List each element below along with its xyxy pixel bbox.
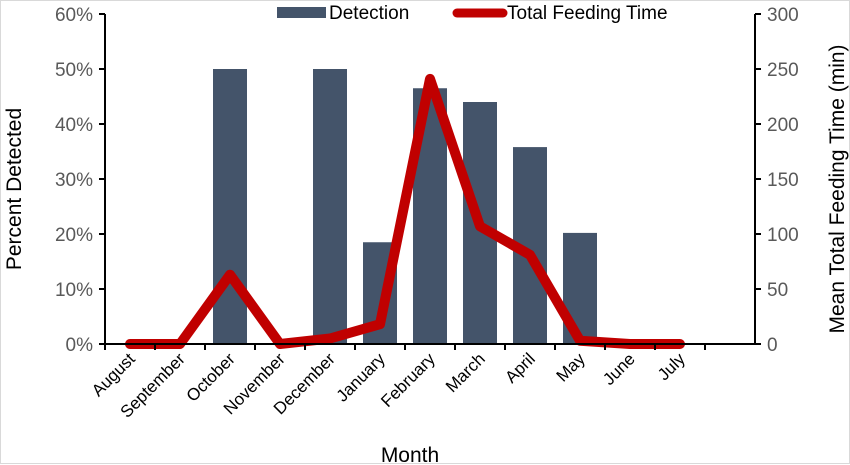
bar-october xyxy=(213,69,247,344)
y-tick-label-right: 250 xyxy=(767,60,799,81)
x-tick-label-june: June xyxy=(599,349,639,389)
y-tick-label-left: 30% xyxy=(55,170,93,191)
y-axis-title-left: Percent Detected xyxy=(3,108,26,270)
y-tick-label-left: 0% xyxy=(66,335,94,356)
y-tick-label-left: 50% xyxy=(55,60,93,81)
line-layer xyxy=(130,79,680,344)
legend-label-feeding-time: Total Feeding Time xyxy=(507,3,668,24)
y-tick-label-left: 20% xyxy=(55,225,93,246)
x-axis-title: Month xyxy=(381,444,439,465)
legend-swatch-detection xyxy=(277,7,326,18)
y-tick-label-right: 300 xyxy=(767,5,799,26)
y-tick-label-right: 50 xyxy=(767,280,788,301)
x-tick-label-july: July xyxy=(654,349,689,384)
y-tick-label-left: 40% xyxy=(55,115,93,136)
legend: Detection Total Feeding Time xyxy=(277,3,668,24)
y-axis-title-right: Mean Total Feeding Time (min) xyxy=(826,44,849,333)
x-tick-label-february: February xyxy=(377,349,439,411)
y-tick-label-right: 0 xyxy=(767,335,778,356)
legend-label-detection: Detection xyxy=(329,3,409,24)
y-tick-label-right: 100 xyxy=(767,225,799,246)
y-tick-label-left: 60% xyxy=(55,5,93,26)
y-tick-label-right: 200 xyxy=(767,115,799,136)
x-tick-label-march: March xyxy=(442,349,489,396)
y-tick-label-right: 150 xyxy=(767,170,799,191)
y-tick-label-left: 10% xyxy=(55,280,93,301)
x-tick-label-april: April xyxy=(501,349,538,386)
line-total-feeding-time xyxy=(130,79,680,344)
bar-december xyxy=(313,69,347,344)
x-tick-label-may: May xyxy=(553,349,589,385)
